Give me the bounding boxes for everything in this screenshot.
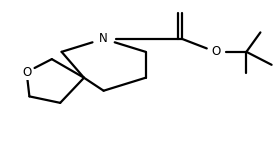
Text: N: N bbox=[99, 32, 108, 45]
Text: O: O bbox=[211, 45, 220, 58]
Text: O: O bbox=[22, 66, 31, 79]
